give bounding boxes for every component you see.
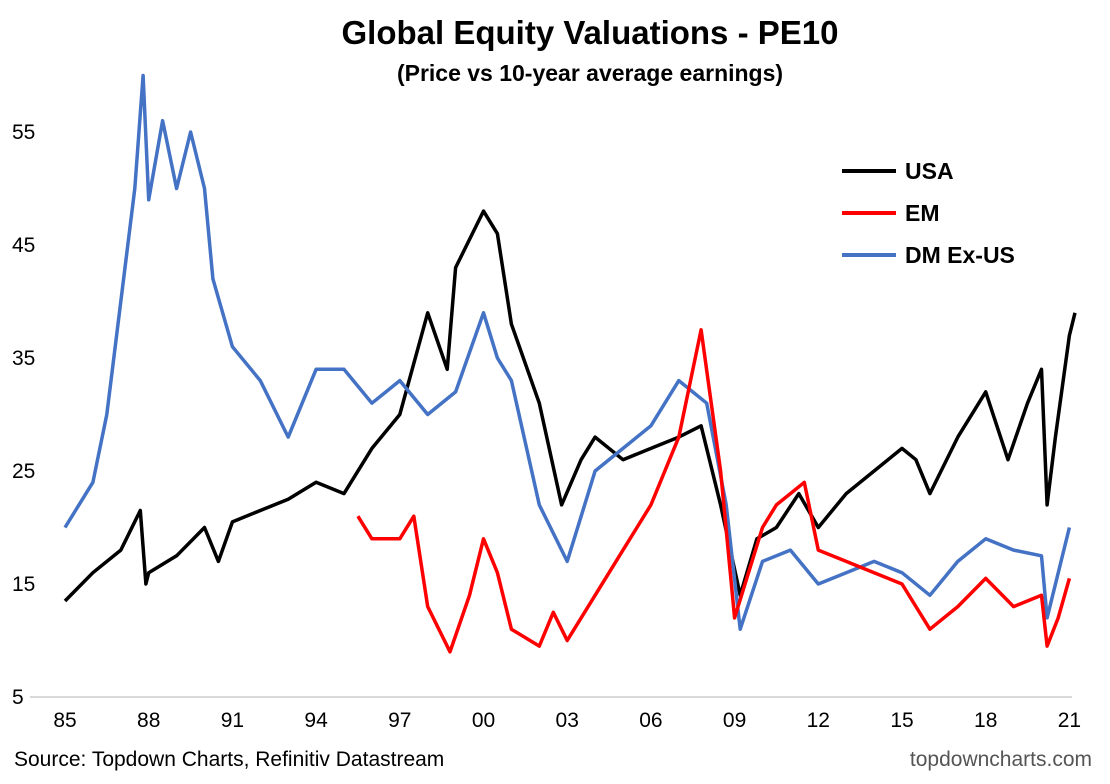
y-tick-label: 15: [12, 573, 35, 596]
y-tick-label: 45: [12, 234, 35, 257]
x-tick-label: 18: [974, 709, 997, 732]
legend-label: DM Ex-US: [905, 242, 1015, 268]
legend-label: EM: [905, 200, 940, 226]
x-tick-label: 06: [639, 709, 662, 732]
y-tick-label: 5: [12, 686, 24, 709]
legend-label: USA: [905, 158, 954, 184]
y-tick-label: 35: [12, 347, 35, 370]
series-line-em: [356, 328, 1072, 654]
series-line-usa: [63, 209, 1077, 603]
chart-title: Global Equity Valuations - PE10: [341, 14, 839, 51]
x-tick-label: 91: [221, 709, 244, 732]
x-tick-label: 00: [472, 709, 495, 732]
series-line-dm-ex-us: [63, 73, 1072, 631]
x-tick-label: 85: [53, 709, 76, 732]
x-tick-label: 03: [556, 709, 579, 732]
x-tick-label: 94: [304, 709, 328, 732]
source-note: Source: Topdown Charts, Refinitiv Datast…: [14, 748, 445, 771]
x-tick-label: 21: [1058, 709, 1081, 732]
chart-subtitle: (Price vs 10-year average earnings): [396, 60, 784, 86]
x-tick-label: 15: [890, 709, 913, 732]
y-tick-label: 55: [12, 121, 35, 144]
y-tick-label: 25: [12, 460, 35, 483]
x-tick-label: 97: [388, 709, 411, 732]
x-tick-label: 88: [137, 709, 160, 732]
x-tick-label: 09: [723, 709, 746, 732]
website-credit: topdowncharts.com: [909, 748, 1092, 771]
x-tick-label: 12: [807, 709, 830, 732]
